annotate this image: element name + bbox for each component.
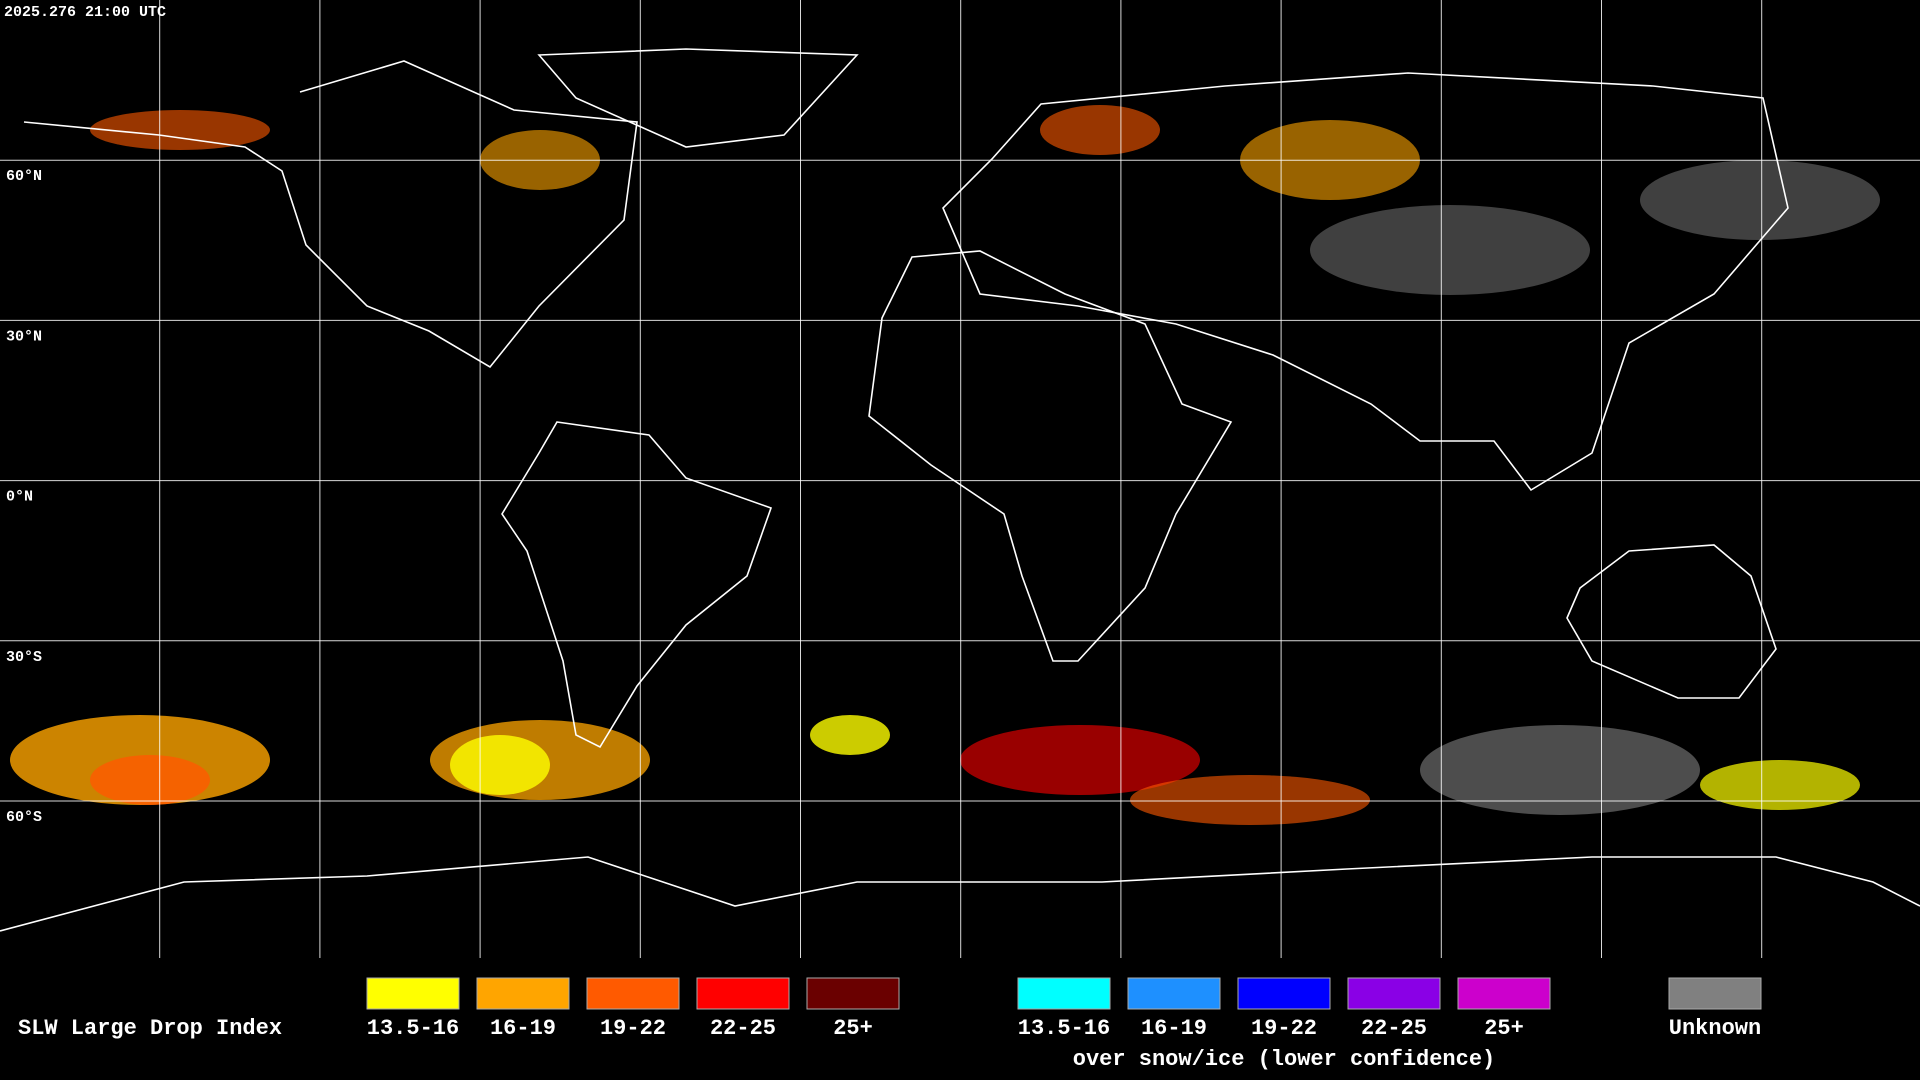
- map-background: [0, 0, 1920, 958]
- legend-caption: over snow/ice (lower confidence): [1073, 1047, 1495, 1072]
- coastline: [0, 856, 1920, 932]
- graticule: [0, 0, 1920, 958]
- legend-label: 25+: [1484, 1016, 1524, 1041]
- legend-swatch: [586, 977, 680, 1010]
- legend-title: SLW Large Drop Index: [18, 1016, 282, 1041]
- legend-swatch: [806, 977, 900, 1010]
- cloud-area: [1040, 105, 1160, 155]
- legend-label: 13.5-16: [1018, 1016, 1110, 1041]
- coastline: [868, 250, 1233, 662]
- cloud-area: [90, 110, 270, 150]
- timestamp: 2025.276 21:00 UTC: [4, 4, 166, 21]
- legend-swatch: [366, 977, 460, 1010]
- legend-swatch: [1668, 977, 1762, 1010]
- legend-swatch: [1347, 977, 1441, 1010]
- coastline: [501, 421, 773, 749]
- legend-label: 25+: [833, 1016, 873, 1041]
- legend-swatch: [1017, 977, 1111, 1010]
- cloud-area: [960, 725, 1200, 795]
- cloud-area: [810, 715, 890, 755]
- cloud-area: [450, 735, 550, 795]
- coastline: [942, 72, 1789, 492]
- coastline: [1566, 544, 1777, 699]
- coastline: [23, 60, 638, 369]
- latitude-label: 60°S: [6, 809, 42, 826]
- legend-label: 16-19: [1141, 1016, 1207, 1041]
- cloud-field: [10, 105, 1880, 825]
- legend-label: 19-22: [1251, 1016, 1317, 1041]
- legend-label: Unknown: [1669, 1016, 1761, 1041]
- cloud-area: [1310, 205, 1590, 295]
- latitude-label: 30°N: [6, 328, 42, 345]
- legend-label: 19-22: [600, 1016, 666, 1041]
- legend-swatch: [696, 977, 790, 1010]
- legend-swatch: [1237, 977, 1331, 1010]
- cloud-area: [1640, 160, 1880, 240]
- legend-swatch: [1457, 977, 1551, 1010]
- legend-label: 22-25: [1361, 1016, 1427, 1041]
- latitude-label: 0°N: [6, 489, 33, 506]
- cloud-area: [1700, 760, 1860, 810]
- cloud-area: [1130, 775, 1370, 825]
- cloud-area: [1420, 725, 1700, 815]
- latitude-label: 60°N: [6, 168, 42, 185]
- latitude-label: 30°S: [6, 649, 42, 666]
- coastline: [537, 48, 859, 148]
- coastlines: [0, 48, 1920, 932]
- legend-label: 22-25: [710, 1016, 776, 1041]
- legend-swatch: [476, 977, 570, 1010]
- cloud-area: [90, 755, 210, 805]
- legend-label: 13.5-16: [367, 1016, 459, 1041]
- legend-swatch: [1127, 977, 1221, 1010]
- legend-label: 16-19: [490, 1016, 556, 1041]
